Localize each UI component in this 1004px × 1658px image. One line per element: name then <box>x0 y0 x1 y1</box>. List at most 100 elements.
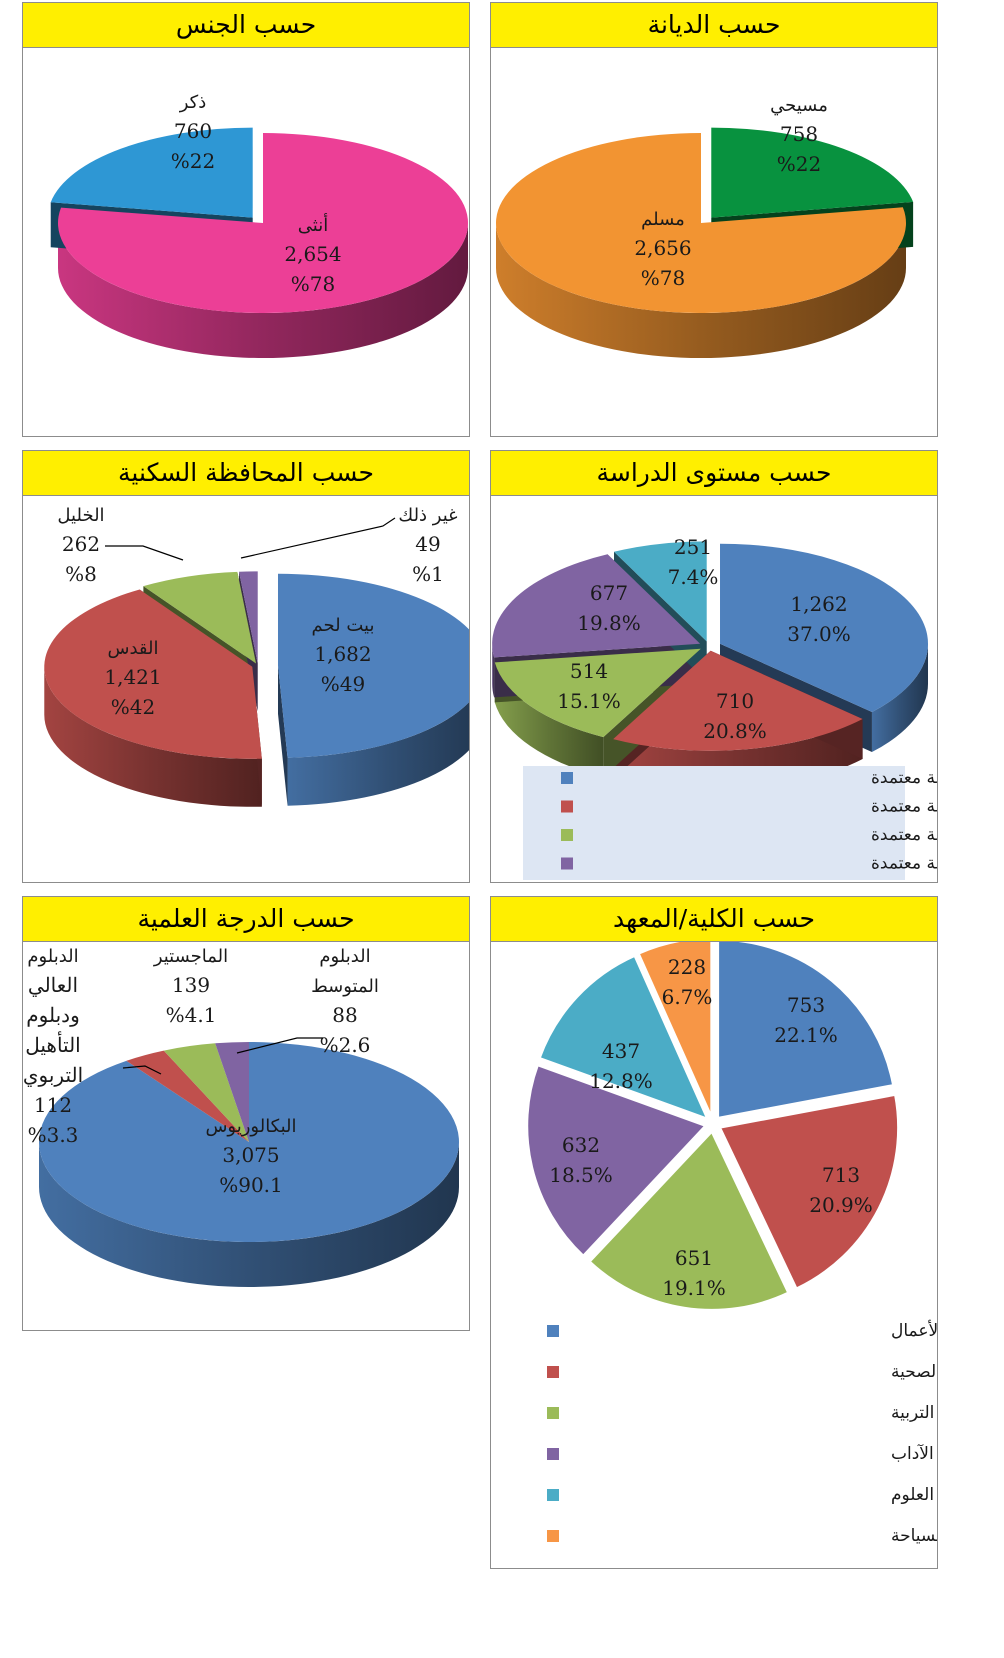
religion-slice-0 <box>496 133 906 314</box>
deg-slice-3 <box>215 1042 249 1142</box>
deg-label-high-diploma-line-2: ودبلوم <box>26 1003 79 1027</box>
college-legend-label-1: كلية طارق جفالي للتمريض و العلوم الصحية <box>891 1362 937 1382</box>
deg-label-mid-diploma-line-3: %2.6 <box>320 1033 371 1057</box>
gender-title: حسب الجنس <box>23 3 469 48</box>
religion-label-christian-line-1: 758 <box>780 122 818 146</box>
religion-panel: حسب الديانة مسلم 2,656 %78 مسيحي 758 %22 <box>490 2 938 437</box>
college-label-2-line-1: 19.1% <box>662 1276 726 1300</box>
study-slice-1 <box>613 650 863 751</box>
study-slice-side-3 <box>492 643 495 698</box>
gender-pie-chart: أنثى 2,654 %78 ذكر 760 %22 <box>50 92 468 358</box>
degree-panel: حسب الدرجة العلمية البكالوريوس 3,075 %90.1… <box>22 896 470 1331</box>
deg-leader-mid-diploma <box>236 1037 323 1054</box>
study-slice-0 <box>720 543 929 712</box>
gov-label-hebron-line-0: الخليل <box>57 505 104 526</box>
gov-label-jerusalem-line-0: القدس <box>107 638 158 659</box>
college-label-4-line-0: 437 <box>602 1039 640 1063</box>
study-legend-swatch-3 <box>561 857 573 870</box>
deg-slice-side-0 <box>39 1142 459 1287</box>
college-slice-5 <box>637 942 713 1117</box>
study-label-2-line-1: 15.1% <box>557 689 621 713</box>
college-slice-0 <box>717 942 895 1120</box>
study-label-0-line-0: 1,262 <box>790 592 847 616</box>
college-slice-3 <box>526 1064 707 1257</box>
college-label-2-line-0: 651 <box>675 1246 713 1270</box>
study-legend-label-2: طلبة سنة ثالثة [60-89 ساعة معتمدة <box>871 825 937 845</box>
college-title: حسب الكلية/المعهد <box>491 897 937 942</box>
study-slice-4 <box>614 541 707 642</box>
study-legend-swatch-1 <box>561 800 573 813</box>
study-legend-label-0: طلبة سنة أولى [< 30 ساعة معتمدة <box>871 766 937 788</box>
gender-slice-side-0 <box>58 223 468 358</box>
college-legend-swatch-2 <box>547 1407 559 1419</box>
gender-label-male-line-1: 760 <box>174 119 212 143</box>
study-slice-side-2 <box>494 662 604 778</box>
study-level-panel: حسب مستوى الدراسة 1,262 37.0% 710 20.8% 514 1… <box>490 450 938 883</box>
gov-label-jerusalem-line-1: 1,421 <box>104 665 161 689</box>
gender-label-male-line-0: ذكر <box>179 92 207 113</box>
gender-label-female-line-1: 2,654 <box>284 242 341 266</box>
college-label-3-line-1: 18.5% <box>549 1163 613 1187</box>
degree-title: حسب الدرجة العلمية <box>23 897 469 942</box>
deg-label-high-diploma-line-1: العالي <box>28 973 78 997</box>
religion-pie-chart: مسلم 2,656 %78 مسيحي 758 %22 <box>496 95 914 358</box>
study-legend-label-1: طلبة سنة ثانية [30-59 ساعة معتمدة <box>871 797 937 817</box>
study-legend-swatch-0 <box>561 772 573 784</box>
religion-slice-side-0 <box>496 223 906 358</box>
deg-label-mid-diploma-line-0: الدبلوم <box>319 946 370 967</box>
study-label-4-line-0: 251 <box>674 535 712 559</box>
governorate-title: حسب المحافظة السكنية <box>23 451 469 496</box>
college-pie-chart: 753 22.1% 713 20.9% 651 19.1% 632 18.5% 437 12.8%… <box>526 942 937 1546</box>
gov-slice-2 <box>143 571 257 664</box>
gender-label-female-line-2: %78 <box>291 272 335 296</box>
college-legend-label-5: معهد إدارة الفنادق والسياحة <box>891 1526 937 1546</box>
gender-label-male-line-2: %22 <box>171 149 215 173</box>
study-label-3-line-0: 677 <box>590 581 628 605</box>
deg-slice-1 <box>126 1050 249 1142</box>
college-label-1-line-1: 20.9% <box>809 1193 873 1217</box>
gov-label-other-line-0: غير ذلك <box>398 505 457 526</box>
college-label-4-line-1: 12.8% <box>589 1069 653 1093</box>
religion-label-muslim-line-0: مسلم <box>641 209 685 230</box>
college-slice-1 <box>718 1093 900 1290</box>
study-legend-label-3: طلبة سنة رابعة [> 89 ساعة معتمدة <box>871 854 937 874</box>
college-legend-swatch-4 <box>547 1489 559 1501</box>
gov-label-bethlehem-line-0: بيت لحم <box>312 615 375 636</box>
deg-label-master-line-2: %4.1 <box>166 1003 217 1027</box>
gender-panel: حسب الجنس أنثى 2,654 %78 ذكر 760 %22 <box>22 2 470 437</box>
governorate-panel: حسب المحافظة السكنية بيت لحم 1,682 %49 القد… <box>22 450 470 883</box>
gov-label-bethlehem-line-1: 1,682 <box>314 642 371 666</box>
college-legend-swatch-5 <box>547 1530 559 1542</box>
gov-label-bethlehem-line-2: %49 <box>321 672 365 696</box>
study-label-2-line-0: 514 <box>570 659 608 683</box>
gov-slice-1 <box>44 589 262 759</box>
deg-label-master-line-1: 139 <box>172 973 210 997</box>
gov-slice-side-0 <box>287 702 469 806</box>
college-label-0-line-1: 22.1% <box>774 1023 838 1047</box>
religion-title: حسب الديانة <box>491 3 937 48</box>
gov-slice-0 <box>277 573 469 758</box>
study-label-3-line-1: 19.8% <box>577 611 641 635</box>
religion-label-christian-line-0: مسيحي <box>770 95 828 116</box>
religion-label-christian-line-2: %22 <box>777 152 821 176</box>
study-label-0-line-1: 37.0% <box>787 622 851 646</box>
college-label-3-line-0: 632 <box>562 1133 600 1157</box>
governorate-pie-chart: بيت لحم 1,682 %49 القدس 1,421 %42 الخليل 262 %8 غ… <box>44 505 469 807</box>
college-legend-label-0: كلية شكري إبراهيم ديدبوب لإدارة الأعمال <box>891 1320 937 1341</box>
gov-label-other-line-2: %1 <box>412 562 444 586</box>
deg-label-ba-line-1: 3,075 <box>222 1143 279 1167</box>
gov-label-other-line-1: 49 <box>415 532 440 556</box>
study-slice-side-0 <box>871 643 929 752</box>
college-label-5-line-0: 228 <box>668 955 706 979</box>
college-panel: حسب الكلية/المعهد 753 22.1% 713 20.9% 651 19.… <box>490 896 938 1569</box>
gov-slice-3 <box>238 571 258 664</box>
gender-slice-1 <box>50 127 253 218</box>
college-slice-4 <box>538 954 710 1121</box>
religion-label-muslim-line-1: 2,656 <box>634 236 691 260</box>
study-slice-2 <box>494 648 701 738</box>
gov-leader-other <box>240 517 396 559</box>
deg-label-master-line-0: الماجستير <box>153 946 228 967</box>
college-legend-label-3: كلية الآداب <box>891 1443 937 1464</box>
college-slice-2 <box>588 1130 790 1311</box>
deg-label-ba-line-2: %90.1 <box>219 1173 283 1197</box>
